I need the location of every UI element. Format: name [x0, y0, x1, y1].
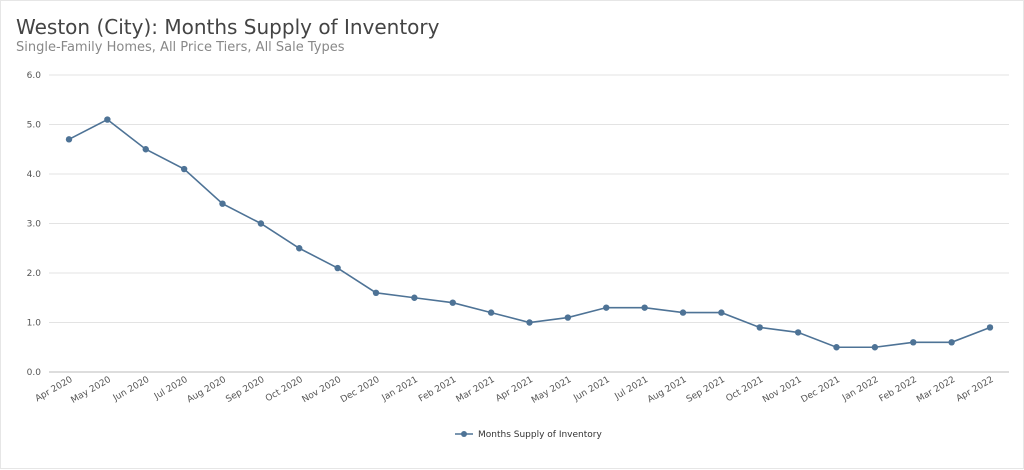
chart-subtitle: Single-Family Homes, All Price Tiers, Al…: [16, 40, 345, 55]
data-point: [334, 264, 341, 272]
x-tick-label: May 2021: [530, 375, 573, 406]
x-tick-label: Nov 2020: [301, 375, 344, 405]
data-point: [833, 344, 840, 351]
x-tick-label: Jul 2021: [613, 375, 651, 402]
x-tick-label: May 2020: [69, 375, 113, 406]
y-tick-label: 0.0: [27, 368, 42, 378]
data-point: [487, 309, 495, 316]
data-point: [603, 304, 610, 311]
y-tick-label: 3.0: [27, 220, 42, 230]
x-tick-label: Mar 2022: [915, 375, 957, 405]
x-tick-label: Sep 2020: [224, 375, 266, 405]
data-point: [411, 294, 418, 301]
data-point: [910, 339, 917, 346]
x-tick-label: Oct 2020: [264, 375, 305, 404]
y-tick-label: 5.0: [27, 121, 42, 131]
series-line: [68, 118, 991, 349]
x-tick-label: Apr 2020: [34, 375, 75, 404]
y-tick-label: 2.0: [27, 269, 42, 279]
x-tick-label: Aug 2021: [646, 375, 689, 405]
data-point: [257, 220, 265, 227]
y-tick-label: 4.0: [27, 170, 42, 180]
data-point: [718, 309, 725, 316]
y-tick-label: 6.0: [27, 71, 42, 81]
data-point: [526, 319, 533, 326]
data-point: [986, 324, 994, 331]
x-tick-label: Dec 2020: [339, 375, 382, 405]
x-tick-label: Nov 2021: [761, 375, 804, 405]
data-point: [372, 289, 380, 296]
data-point: [219, 200, 226, 207]
x-tick-label: Sep 2021: [685, 375, 727, 405]
data-point: [564, 314, 572, 321]
data-point: [756, 324, 763, 331]
data-point: [794, 329, 802, 336]
x-tick-label: Apr 2021: [494, 375, 535, 404]
x-tick-label: Jun 2020: [111, 375, 152, 404]
x-tick-label: Feb 2022: [878, 375, 919, 405]
x-tick-label: Aug 2020: [185, 375, 228, 405]
data-point: [296, 245, 303, 252]
x-tick-label: Feb 2021: [417, 375, 458, 405]
y-tick-label: 1.0: [27, 319, 42, 329]
x-tick-label: Jan 2022: [840, 375, 880, 404]
data-point: [449, 299, 456, 306]
data-point: [142, 146, 149, 153]
data-point: [948, 339, 955, 346]
x-tick-label: Jan 2021: [380, 375, 420, 404]
x-tick-label: Oct 2021: [724, 375, 765, 404]
legend-label: Months Supply of Inventory: [478, 430, 602, 440]
x-tick-label: Mar 2021: [455, 375, 497, 405]
x-tick-label: Jul 2020: [152, 375, 190, 403]
legend-marker: [461, 431, 467, 437]
data-point: [871, 344, 879, 351]
data-point: [104, 116, 111, 123]
data-point: [65, 136, 73, 143]
data-point: [641, 304, 648, 311]
chart-title: Weston (City): Months Supply of Inventor…: [16, 15, 440, 39]
x-tick-label: Jun 2021: [571, 375, 611, 404]
data-point: [679, 309, 687, 316]
x-tick-label: Dec 2021: [800, 375, 842, 405]
data-point: [180, 165, 188, 173]
x-tick-label: Apr 2022: [955, 375, 996, 404]
